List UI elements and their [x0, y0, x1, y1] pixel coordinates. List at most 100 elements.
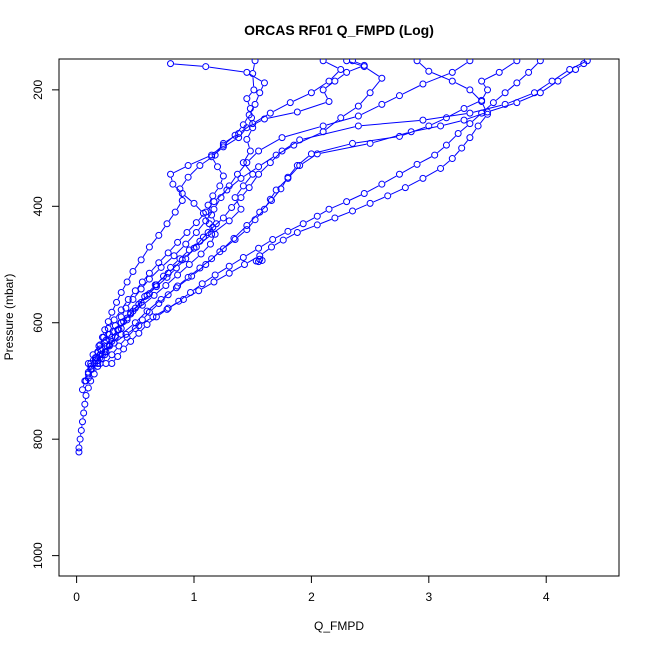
series-segment: [187, 250, 193, 257]
data-point: [230, 234, 238, 242]
series-segment: [176, 203, 181, 210]
data-point: [231, 194, 239, 202]
series-segment: [190, 269, 198, 276]
data-point: [360, 189, 368, 197]
series-segment: [102, 347, 108, 353]
data-point: [225, 217, 233, 225]
series-segment: [89, 357, 92, 361]
series-segment: [239, 165, 245, 172]
data-point: [101, 348, 109, 356]
series-segment: [142, 249, 148, 258]
data-point: [175, 297, 183, 305]
data-point: [536, 89, 544, 97]
data-point: [101, 326, 109, 334]
data-point: [169, 180, 177, 188]
series-segment: [448, 135, 456, 143]
series-segment: [128, 274, 132, 280]
series-segment: [402, 165, 415, 173]
series-segment: [193, 285, 200, 291]
data-point: [460, 116, 468, 124]
series-segment: [519, 93, 538, 102]
series-segment: [163, 289, 174, 298]
series-segment: [205, 229, 211, 235]
x-tick-label: 4: [543, 590, 550, 604]
data-point: [208, 230, 216, 238]
series-segment: [261, 138, 280, 150]
data-point: [145, 275, 153, 283]
series-segment: [122, 322, 126, 326]
data-point: [78, 418, 86, 426]
series-segment: [252, 77, 255, 87]
series-segment: [184, 195, 192, 202]
data-point: [96, 359, 104, 367]
series-segment: [175, 186, 181, 192]
data-point: [225, 262, 233, 270]
series-segment: [431, 118, 444, 125]
series-segment: [212, 217, 216, 221]
series-segment: [414, 126, 438, 132]
series-segment: [426, 73, 450, 84]
series-segment: [165, 269, 169, 274]
series-layer: [75, 59, 591, 456]
series-segment: [442, 160, 450, 167]
series-segment: [241, 125, 251, 132]
series-segment: [284, 141, 297, 150]
series-segment: [236, 127, 242, 133]
data-point: [407, 128, 415, 136]
data-point: [183, 228, 191, 236]
data-point: [337, 65, 345, 73]
series-segment: [187, 234, 195, 242]
series-segment: [115, 325, 120, 330]
data-point: [174, 282, 182, 290]
data-point: [212, 220, 220, 228]
series-segment: [116, 336, 124, 342]
data-point: [284, 173, 292, 181]
data-point: [178, 189, 186, 197]
series-segment: [125, 343, 129, 347]
data-point: [239, 159, 247, 167]
series-segment: [151, 265, 157, 271]
series-segment: [189, 224, 195, 231]
data-point: [167, 263, 175, 271]
data-point: [395, 92, 403, 100]
data-point: [466, 134, 474, 142]
series-segment: [132, 335, 137, 340]
series-profile-8: [82, 60, 268, 385]
y-tick-label: 800: [31, 429, 45, 449]
series-segment: [479, 116, 486, 124]
data-point: [199, 209, 207, 217]
series-segment: [390, 188, 403, 195]
data-point: [495, 68, 503, 76]
series-segment: [115, 312, 120, 318]
data-point: [260, 79, 268, 87]
x-axis-label: Q_FMPD: [314, 619, 364, 633]
data-point: [237, 194, 245, 202]
series-segment: [331, 71, 339, 79]
series-segment: [306, 217, 315, 223]
series-segment: [140, 326, 145, 331]
series-segment: [242, 190, 248, 196]
series-segment: [408, 179, 420, 187]
series-segment: [209, 66, 244, 73]
data-point: [111, 333, 119, 341]
data-point: [208, 255, 216, 263]
series-segment: [231, 211, 239, 219]
series-segment: [437, 147, 444, 154]
series-segment: [314, 82, 327, 92]
series-segment: [384, 175, 397, 183]
data-point: [266, 159, 274, 167]
series-segment: [249, 153, 257, 161]
data-point: [239, 182, 247, 190]
data-point: [525, 68, 533, 76]
series-segment: [560, 71, 573, 80]
series-segment: [349, 66, 362, 72]
data-point: [266, 195, 274, 203]
series-segment: [85, 375, 88, 378]
series-segment: [338, 211, 350, 218]
series-segment: [130, 293, 134, 297]
series-segment: [214, 222, 227, 233]
data-point: [448, 77, 456, 85]
data-point: [425, 67, 433, 75]
series-segment: [355, 136, 396, 144]
data-point: [513, 99, 521, 107]
